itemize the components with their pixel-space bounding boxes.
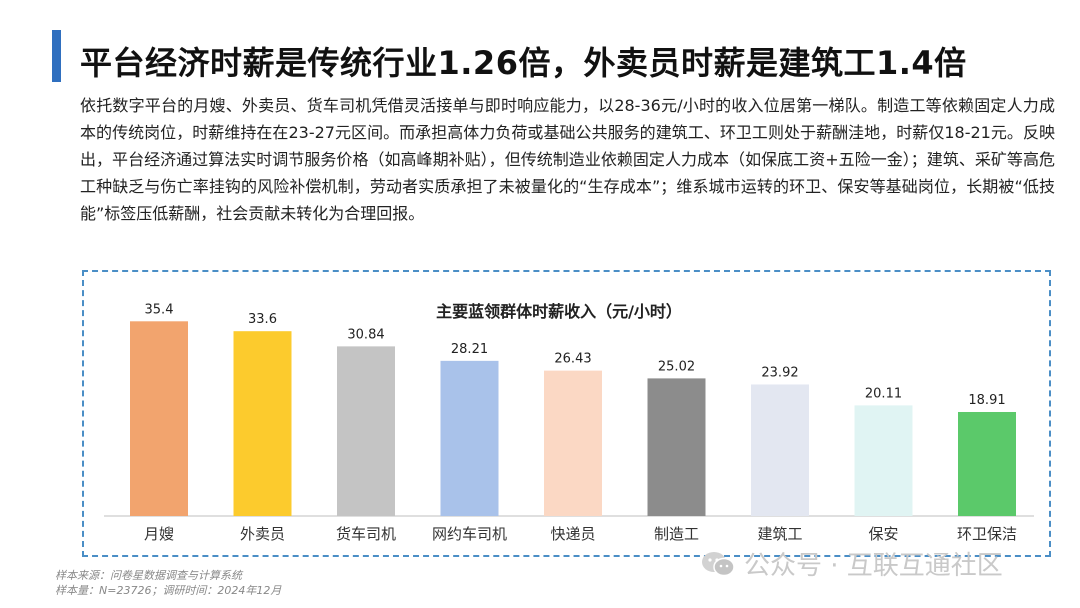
value-label-2: 30.84 bbox=[347, 327, 384, 342]
bar-4 bbox=[544, 370, 602, 516]
title-accent-bar bbox=[52, 30, 61, 82]
bar-5 bbox=[647, 378, 706, 516]
category-label-1: 外卖员 bbox=[240, 525, 285, 543]
category-label-6: 建筑工 bbox=[757, 525, 802, 543]
bar-1 bbox=[233, 331, 292, 516]
value-label-6: 23.92 bbox=[761, 365, 798, 380]
category-label-3: 网约车司机 bbox=[432, 525, 507, 543]
value-label-7: 20.11 bbox=[865, 386, 902, 401]
chart-title: 主要蓝领群体时薪收入（元/小时） bbox=[436, 302, 682, 321]
category-label-0: 月嫂 bbox=[144, 525, 174, 543]
source-note: 样本来源：问卷星数据调查与计算系统 样本量：N=23726；调研时间：2024年… bbox=[55, 568, 281, 598]
category-label-2: 货车司机 bbox=[336, 525, 396, 543]
category-label-7: 保安 bbox=[868, 525, 898, 543]
value-label-3: 28.21 bbox=[451, 342, 488, 357]
chart-container: 主要蓝领群体时薪收入（元/小时） 35.4 月嫂 33.6 外卖员 30.84 货车司机 2… bbox=[82, 270, 1051, 557]
bar-3 bbox=[440, 360, 499, 516]
bar-6 bbox=[751, 384, 809, 516]
bar-2 bbox=[337, 346, 395, 516]
value-label-8: 18.91 bbox=[968, 393, 1005, 408]
category-label-4: 快递员 bbox=[550, 525, 595, 543]
source-line-2: 样本量：N=23726；调研时间：2024年12月 bbox=[55, 584, 282, 597]
value-label-0: 35.4 bbox=[145, 302, 174, 317]
category-label-8: 环卫保洁 bbox=[957, 525, 1017, 543]
page-title: 平台经济时薪是传统行业1.26倍，外卖员时薪是建筑工1.4倍 bbox=[80, 44, 967, 82]
value-label-4: 26.43 bbox=[554, 352, 591, 367]
source-line-1: 样本来源：问卷星数据调查与计算系统 bbox=[55, 569, 242, 582]
bar-chart: 主要蓝领群体时薪收入（元/小时） 35.4 月嫂 33.6 外卖员 30.84 货车司机 2… bbox=[104, 302, 1034, 543]
summary-paragraph: 依托数字平台的月嫂、外卖员、货车司机凭借灵活接单与即时响应能力，以28-36元/… bbox=[80, 96, 1055, 223]
category-label-5: 制造工 bbox=[654, 525, 699, 543]
bar-7 bbox=[854, 405, 913, 516]
bar-8 bbox=[958, 411, 1016, 516]
bar-0 bbox=[130, 321, 188, 516]
watermark-text: 公众号 · 互联互通社区 bbox=[744, 551, 1003, 581]
wechat-icon bbox=[702, 551, 735, 576]
value-label-5: 25.02 bbox=[658, 359, 695, 374]
watermark: 公众号 · 互联互通社区 bbox=[700, 545, 1003, 582]
value-label-1: 33.6 bbox=[248, 312, 277, 327]
